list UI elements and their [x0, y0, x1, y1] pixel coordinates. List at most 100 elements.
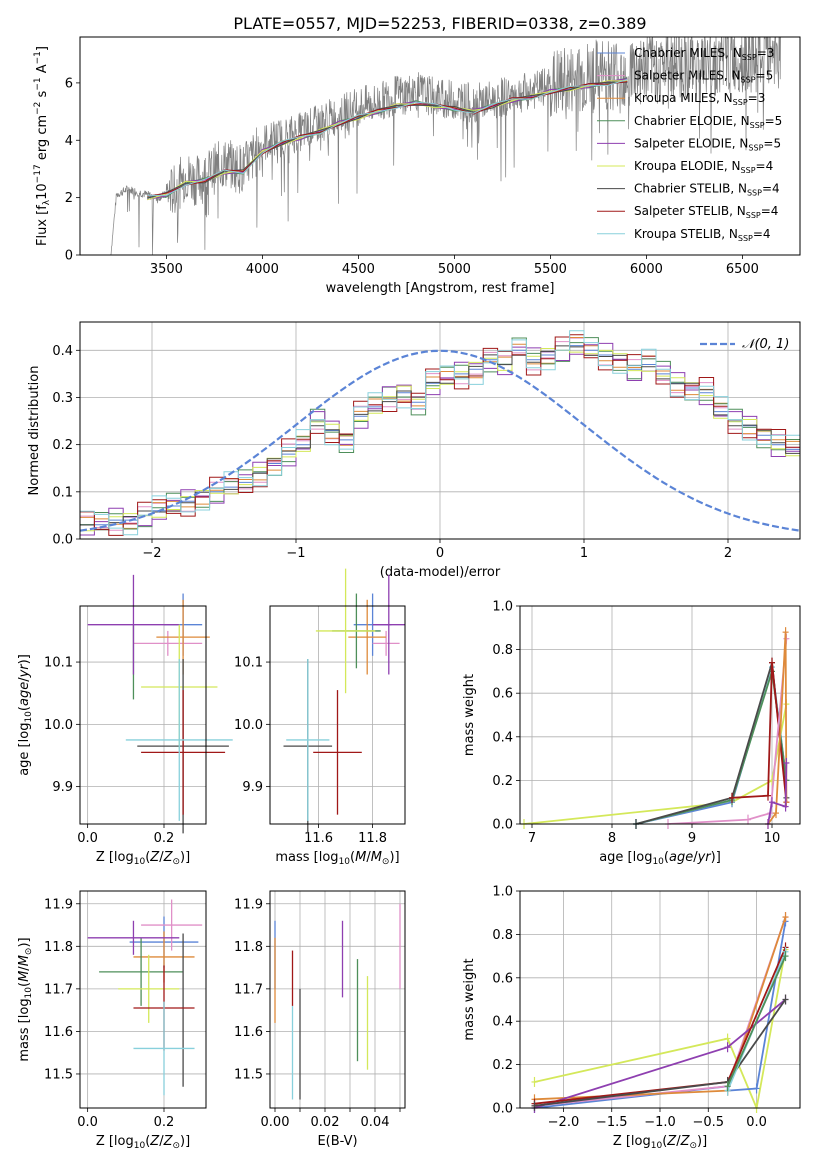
axes-frame	[79, 321, 801, 540]
x-tick-label: 0.2	[154, 1115, 175, 1130]
x-tick-label: −2.0	[548, 1115, 580, 1130]
y-tick-label: 2	[65, 191, 73, 206]
histogram-chabrier-stelib	[80, 345, 800, 531]
residuals-panel: −2 −1 0 1 2 0.0 0.1 0.2 0.3 0.4 (data-model)/error…	[27, 321, 801, 580]
x-tick-label: 8	[608, 831, 616, 846]
weight-line-kroupa-miles	[767, 632, 788, 824]
x-axis-label: E(B-V)	[317, 1134, 357, 1149]
x-tick-label: 1	[580, 546, 588, 561]
legend-entry: 𝒩(0, 1)	[742, 337, 789, 352]
y-tick-label: 4	[65, 134, 73, 149]
x-tick-label: 7	[528, 831, 536, 846]
x-axis-label: Z [log10(Z/Z⊙)]	[96, 850, 190, 867]
y-tick-label: 0.4	[492, 730, 513, 745]
y-tick-label: 11.7	[234, 982, 263, 997]
y-tick-label: 0.2	[52, 438, 73, 453]
x-tick-label: 2	[724, 546, 732, 561]
y-tick-label: 10.1	[44, 656, 73, 671]
y-tick-label: 0.3	[52, 391, 73, 406]
y-axis-label: Normed distribution	[27, 366, 42, 496]
gaussian-curve	[79, 349, 801, 532]
x-tick-label: 6000	[630, 262, 663, 277]
age-vs-Z-panel: 0.0 0.2 9.9 10.0 10.1 Z [log10(Z/Z⊙)] age [log…	[17, 574, 233, 867]
x-tick-label: 0.0	[77, 1115, 98, 1130]
weight-line-kroupa-elodie	[534, 949, 787, 1108]
x-tick-label: 4000	[246, 262, 279, 277]
x-tick-label: 11.8	[358, 831, 387, 846]
model-line-salpeter-stelib	[147, 81, 628, 197]
y-tick-label: 0.4	[52, 344, 73, 359]
y-tick-label: 11.9	[44, 897, 73, 912]
weight-line-salpeter-elodie	[767, 762, 788, 824]
y-tick-label: 0.8	[492, 928, 513, 943]
x-axis-label: (data-model)/error	[380, 565, 501, 580]
y-tick-label: 0.4	[492, 1015, 513, 1030]
axes-frame	[79, 890, 207, 1109]
x-tick-label: −1.0	[644, 1115, 676, 1130]
x-tick-label: 0	[436, 546, 444, 561]
y-tick-label: 0.1	[52, 485, 73, 500]
y-tick-label: 11.6	[44, 1025, 73, 1040]
weight-line-chabrier-elodie	[726, 955, 787, 1087]
x-tick-label: 0.2	[154, 831, 175, 846]
y-tick-label: 0.0	[492, 1102, 513, 1117]
legend-entry: Salpeter ELODIE, NSSP=5	[634, 136, 781, 152]
y-axis-label: mass weight	[462, 958, 477, 1040]
y-tick-label: 0.2	[492, 774, 513, 789]
y-tick-label: 11.8	[44, 940, 73, 955]
x-tick-label: −0.5	[692, 1115, 724, 1130]
x-tick-label: 11.6	[304, 831, 333, 846]
legend-entry: Salpeter STELIB, NSSP=4	[634, 204, 778, 220]
axes-frame	[519, 605, 801, 825]
y-tick-label: 11.9	[234, 897, 263, 912]
axes-frame	[519, 890, 801, 1109]
x-tick-label: −1	[286, 546, 305, 561]
histogram-kroupa-stelib	[80, 330, 800, 536]
y-tick-label: 6	[65, 76, 73, 91]
legend-entry: Salpeter MILES, NSSP=5	[634, 69, 773, 85]
x-tick-label: 3500	[150, 262, 183, 277]
mass-weight-vs-age-panel: 7 8 9 10 0.0 0.2 0.4 0.6 0.8 1.0 age [log10(age/yr…	[462, 600, 801, 867]
y-tick-label: 0.0	[492, 818, 513, 833]
y-axis-label: mass [log10(M/M⊙)]	[17, 937, 34, 1061]
figure-title: PLATE=0557, MJD=52253, FIBERID=0338, z=0…	[233, 14, 646, 33]
legend-entry: Chabrier STELIB, NSSP=4	[634, 182, 780, 198]
weight-line-kroupa-elodie	[523, 703, 788, 824]
y-tick-label: 10.1	[234, 656, 263, 671]
weight-line-salpeter-stelib	[731, 662, 788, 803]
legend-entry: Kroupa ELODIE, NSSP=4	[634, 159, 773, 175]
x-tick-label: 0.02	[311, 1115, 340, 1130]
x-axis-label: age [log10(age/yr)]	[599, 850, 721, 867]
y-tick-label: 0.6	[492, 971, 513, 986]
x-tick-label: 0.00	[261, 1115, 290, 1130]
y-tick-label: 11.6	[234, 1025, 263, 1040]
x-tick-label: 5500	[534, 262, 567, 277]
x-tick-label: 0.0	[746, 1115, 767, 1130]
x-tick-label: −1.5	[596, 1115, 628, 1130]
weight-line-chabrier-stelib	[635, 662, 788, 824]
x-tick-label: 0.04	[361, 1115, 390, 1130]
mass-weight-vs-Z-panel: −2.0 −1.5 −1.0 −0.5 0.0 0.0 0.2 0.4 0.6 0.8 1.0 Z […	[462, 885, 801, 1151]
x-tick-label: 9	[688, 831, 696, 846]
y-axis-label: Flux [fλ10−17 erg cm−2 s−1 A−1]	[33, 46, 52, 246]
x-tick-label: 0.0	[77, 831, 98, 846]
legend-entry: Chabrier ELODIE, NSSP=5	[634, 114, 782, 130]
age-vs-mass-panel: 11.6 11.8 9.9 10.0 10.1 mass [log10(M/M⊙)]	[234, 568, 406, 867]
y-tick-label: 10.0	[44, 718, 73, 733]
mass-vs-Z-panel: 0.0 0.2 11.5 11.6 11.7 11.8 11.9 Z [log10(Z/Z⊙)…	[17, 890, 207, 1151]
x-tick-label: 4500	[342, 262, 375, 277]
model-line-kroupa-stelib	[147, 79, 628, 196]
y-axis-label: mass weight	[462, 674, 477, 756]
y-tick-label: 1.0	[492, 600, 513, 615]
y-tick-label: 0.0	[52, 533, 73, 548]
mass-vs-ebv-panel: 0.00 0.02 0.04 11.5 11.6 11.7 11.8 11.9 E(B-V)	[234, 890, 406, 1149]
x-tick-label: 10	[764, 831, 781, 846]
y-tick-label: 10.0	[234, 718, 263, 733]
histogram-kroupa-elodie	[80, 348, 800, 532]
axes-frame	[269, 890, 406, 1109]
x-tick-label: −2	[142, 546, 161, 561]
spectrum-panel: 3500 4000 4500 5000 5500 6000 6500 0 2 4 6 waveleng…	[33, 36, 801, 296]
legend-entry: Kroupa STELIB, NSSP=4	[634, 227, 771, 243]
x-tick-label: 6500	[726, 262, 759, 277]
